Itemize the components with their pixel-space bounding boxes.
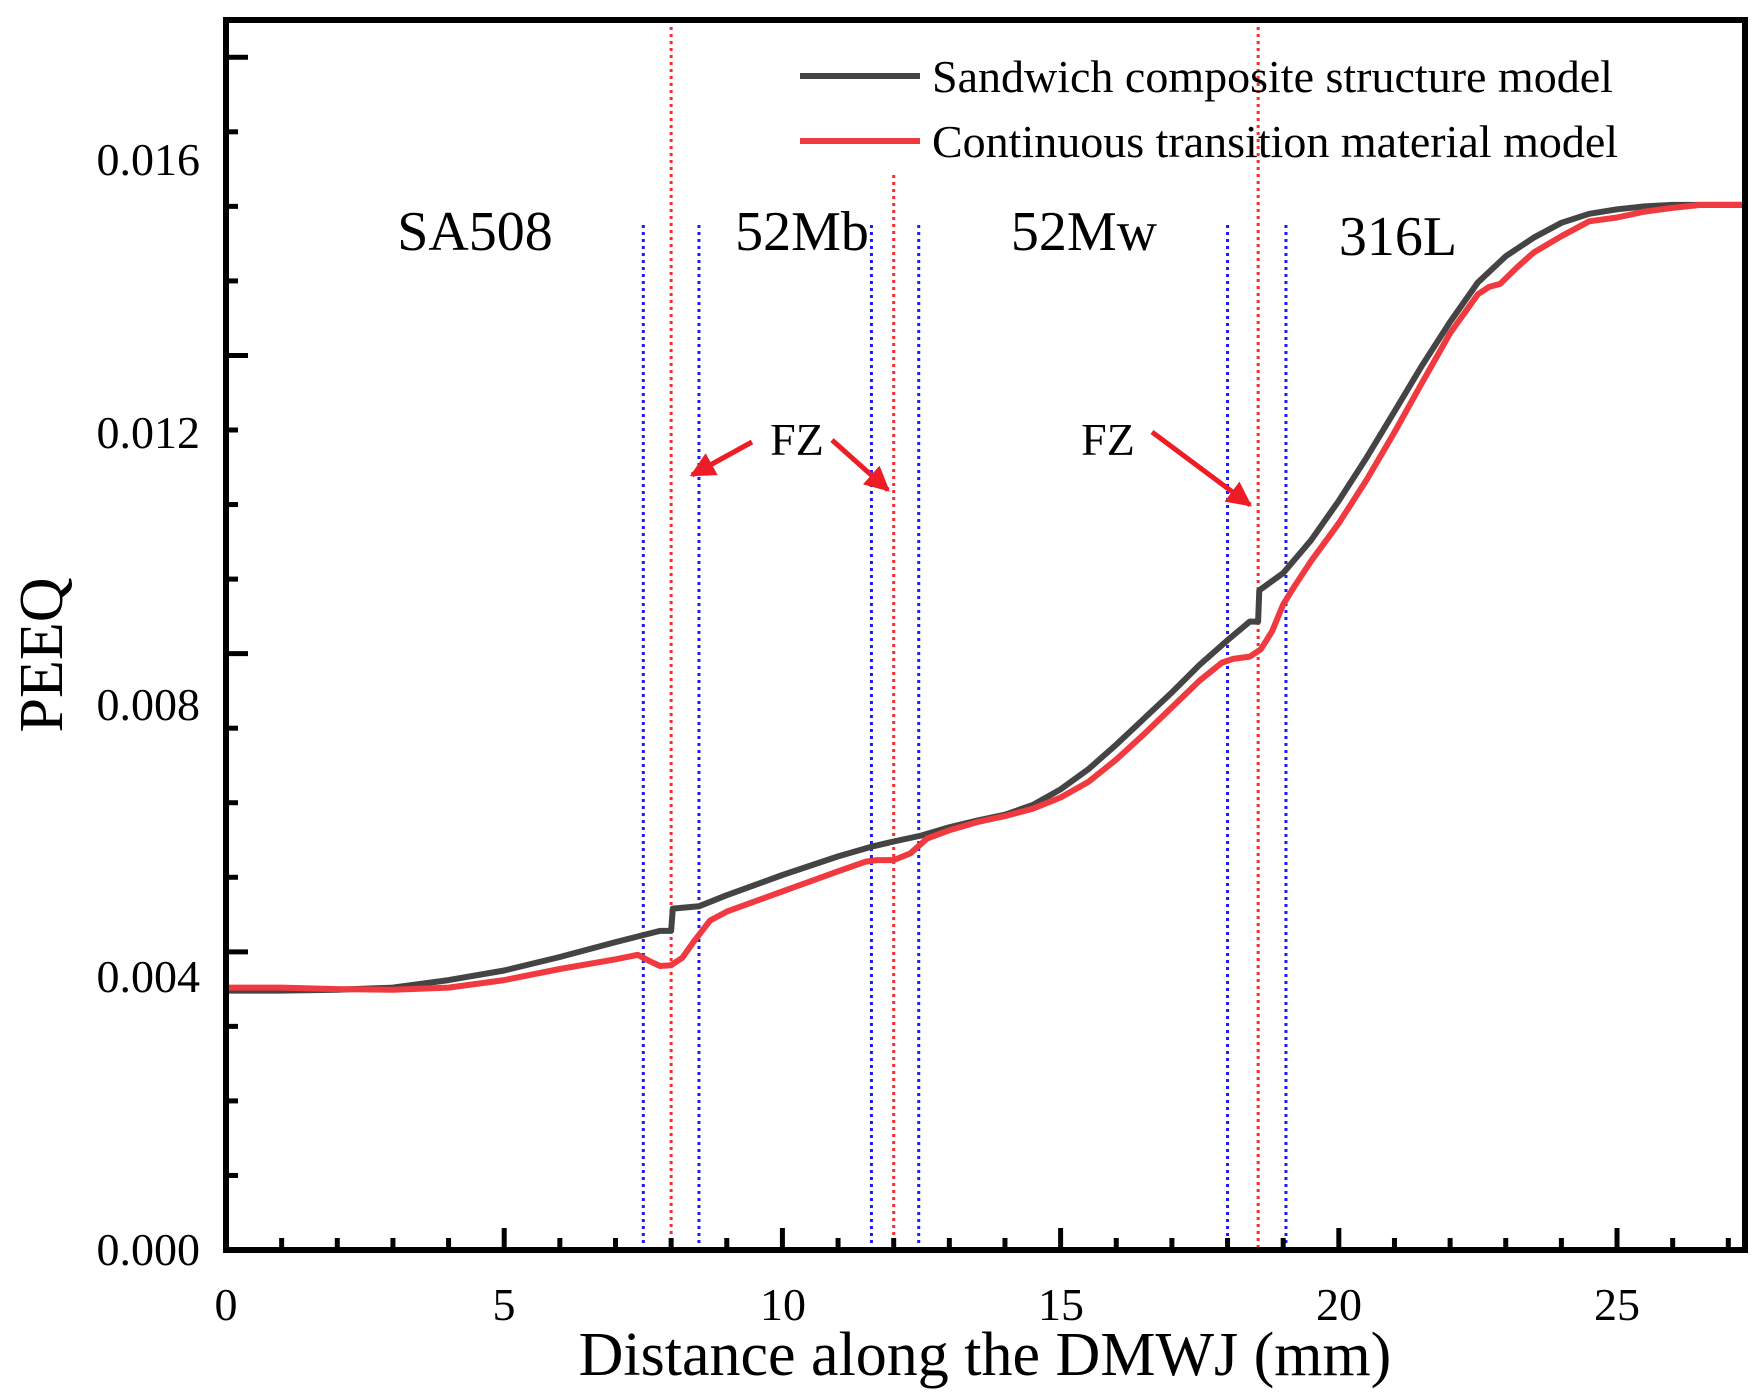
fz-annotations: FZ FZ [689,414,1253,508]
x-tick-label: 5 [493,1279,516,1330]
region-label-316l: 316L [1339,206,1457,268]
axis-ticks [223,54,1731,1253]
legend-label: Continuous transition material model [932,116,1618,167]
y-tick-labels: 0.000 0.004 0.008 0.012 0.016 [97,134,201,1275]
y-tick-label: 0.012 [97,407,201,458]
y-axis-title: PEEQ [8,578,76,733]
plot-frame [223,17,1748,1253]
region-labels: SA508 52Mb 52Mw 316L [397,201,1457,268]
x-tick-label: 15 [1038,1279,1084,1330]
fz-arrow [1150,429,1253,508]
fz-arrow [830,438,890,492]
y-tick-label: 0.016 [97,134,201,185]
x-tick-label: 25 [1594,1279,1640,1330]
boundary-lines [641,20,1288,1250]
x-axis-title: Distance along the DMWJ (mm) [579,1321,1392,1389]
fz-label: FZ [1081,414,1135,465]
x-tick-label: 0 [215,1279,238,1330]
x-tick-label: 20 [1316,1279,1362,1330]
y-tick-label: 0.004 [97,951,201,1002]
series-lines [223,201,1748,994]
x-tick-labels: 0 5 10 15 20 25 [215,1279,1641,1330]
y-tick-label: 0.000 [97,1224,201,1275]
region-label-52mb: 52Mb [735,201,869,263]
region-label-52mw: 52Mw [1011,201,1158,263]
y-tick-label: 0.008 [97,679,201,730]
series-line-1 [223,201,1748,993]
fz-arrow [689,439,754,478]
legend: Sandwich composite structure model Conti… [800,51,1618,167]
fz-label: FZ [770,414,824,465]
legend-label: Sandwich composite structure model [932,51,1613,102]
series-line-0 [223,201,1748,994]
x-tick-label: 10 [760,1279,806,1330]
region-label-sa508: SA508 [397,201,553,263]
